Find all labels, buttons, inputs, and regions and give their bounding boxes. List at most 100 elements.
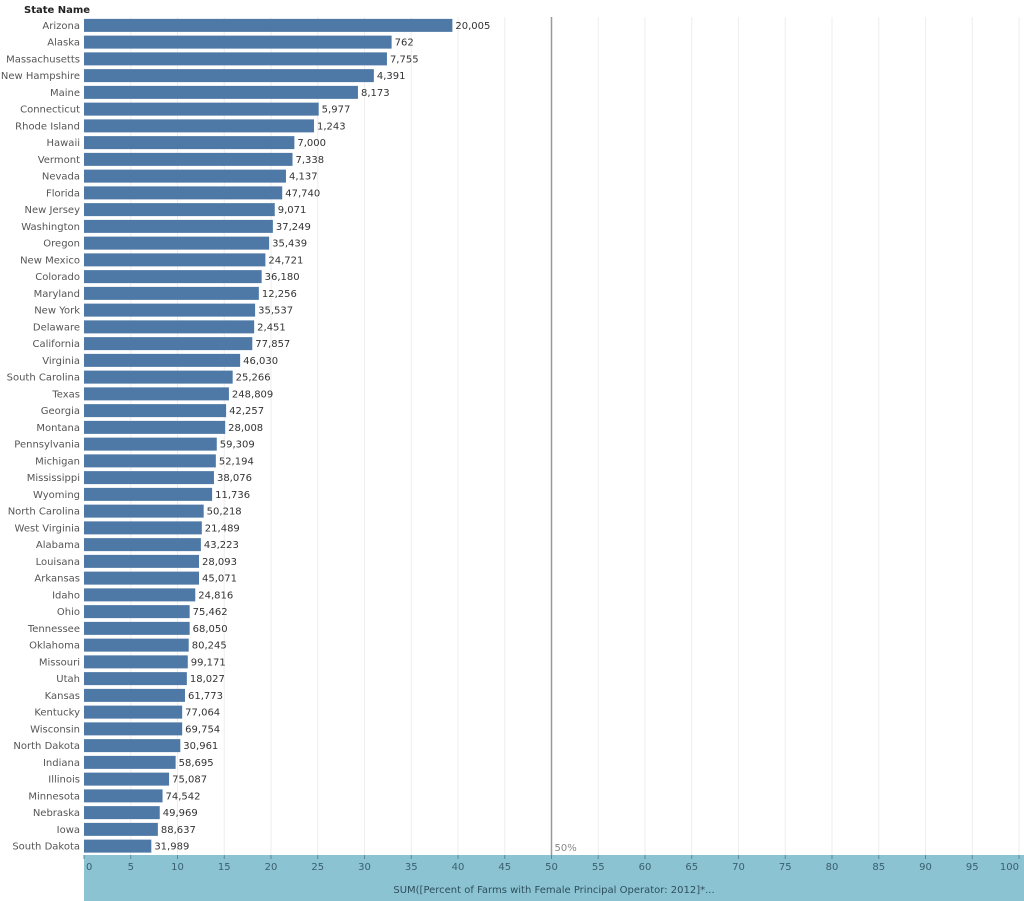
bar-value-label: 80,245: [192, 641, 227, 652]
bar-row: Florida 47,740: [46, 186, 320, 200]
bar[interactable]: [84, 504, 204, 518]
bar-value-label: 30,961: [183, 741, 218, 752]
bar[interactable]: [84, 688, 185, 702]
tick-label: 70: [732, 862, 745, 873]
bar-row: New Hampshire 4,391: [1, 69, 405, 83]
bar[interactable]: [84, 605, 190, 619]
bar[interactable]: [84, 169, 286, 183]
bar[interactable]: [84, 806, 160, 820]
bar-value-label: 61,773: [188, 691, 223, 702]
bar-row: Missouri 99,171: [39, 655, 226, 669]
bar-row: Illinois 75,087: [48, 772, 207, 786]
bar[interactable]: [84, 404, 227, 418]
bar-row: South Dakota 31,989: [12, 839, 189, 853]
bar-row: Kentucky 77,064: [34, 705, 220, 719]
bar-row: North Dakota 30,961: [13, 739, 218, 753]
bar[interactable]: [84, 839, 152, 853]
bar[interactable]: [84, 722, 183, 736]
bar-row: Iowa 88,637: [57, 822, 196, 836]
bar-row: Alaska 762: [47, 35, 414, 49]
bar[interactable]: [84, 320, 255, 334]
bar-row: Nebraska 49,969: [33, 806, 198, 820]
bar-value-label: 43,223: [204, 540, 239, 551]
bar[interactable]: [84, 487, 213, 501]
tick-label: 65: [685, 862, 698, 873]
bar[interactable]: [84, 203, 275, 217]
bar[interactable]: [84, 18, 453, 32]
bar[interactable]: [84, 739, 181, 753]
bar[interactable]: [84, 387, 229, 401]
state-label: North Carolina: [8, 507, 80, 518]
bar[interactable]: [84, 102, 319, 116]
bar[interactable]: [84, 822, 158, 836]
state-label: Kansas: [45, 691, 80, 702]
bar[interactable]: [84, 588, 196, 602]
bar[interactable]: [84, 52, 387, 66]
bar[interactable]: [84, 303, 256, 317]
bar[interactable]: [84, 353, 241, 367]
bar-value-label: 7,000: [297, 138, 326, 149]
bar-row: Wisconsin 69,754: [30, 722, 220, 736]
state-label: Vermont: [38, 155, 80, 166]
bar-value-label: 28,008: [228, 423, 263, 434]
bar[interactable]: [84, 253, 266, 267]
bar-row: Pennsylvania 59,309: [14, 437, 255, 451]
bar-row: Louisana 28,093: [36, 554, 237, 568]
bar[interactable]: [84, 538, 201, 552]
bar[interactable]: [84, 471, 214, 485]
bar[interactable]: [84, 186, 283, 200]
bar[interactable]: [84, 337, 253, 351]
state-label: Delaware: [33, 322, 80, 333]
bar[interactable]: [84, 219, 273, 233]
bar[interactable]: [84, 789, 163, 803]
bar[interactable]: [84, 571, 200, 585]
bar-value-label: 59,309: [220, 440, 255, 451]
state-label: Massachusetts: [6, 54, 80, 65]
tick-label: 55: [592, 862, 605, 873]
state-label: Maryland: [34, 289, 80, 300]
bar[interactable]: [84, 672, 187, 686]
bar-value-label: 20,005: [455, 21, 490, 32]
bar[interactable]: [84, 554, 200, 568]
bar[interactable]: [84, 136, 295, 150]
bar[interactable]: [84, 437, 217, 451]
state-label: Arkansas: [34, 574, 80, 585]
tick-label: 40: [452, 862, 465, 873]
bar-value-label: 99,171: [191, 657, 226, 668]
bar-row: New York 35,537: [34, 303, 293, 317]
bar-row: Washington 37,249: [21, 219, 311, 233]
state-label: Tennessee: [27, 624, 80, 635]
bar[interactable]: [84, 705, 183, 719]
bar[interactable]: [84, 286, 259, 300]
bar-value-label: 12,256: [262, 289, 297, 300]
bar-value-label: 68,050: [193, 624, 228, 635]
bar[interactable]: [84, 69, 374, 83]
tick-label: 35: [405, 862, 418, 873]
state-label: Maine: [50, 88, 80, 99]
grid-lines: [130, 17, 1020, 855]
state-label: Washington: [21, 222, 80, 233]
bar[interactable]: [84, 655, 188, 669]
bar-row: Maryland 12,256: [34, 286, 297, 300]
bar[interactable]: [84, 521, 202, 535]
state-label: Idaho: [52, 590, 80, 601]
bar[interactable]: [84, 236, 270, 250]
bar[interactable]: [84, 621, 190, 635]
bar[interactable]: [84, 454, 216, 468]
bar-value-label: 75,087: [172, 775, 207, 786]
bar[interactable]: [84, 35, 392, 49]
bar[interactable]: [84, 119, 315, 133]
bar[interactable]: [84, 755, 176, 769]
bar[interactable]: [84, 420, 226, 434]
bar-row: Arizona 20,005: [42, 18, 490, 32]
bar[interactable]: [84, 152, 293, 166]
bar-value-label: 4,137: [289, 172, 318, 183]
bar[interactable]: [84, 772, 170, 786]
state-label: New York: [34, 306, 80, 317]
bar[interactable]: [84, 85, 358, 99]
bar-value-label: 88,637: [161, 825, 196, 836]
bar[interactable]: [84, 270, 262, 284]
bar[interactable]: [84, 638, 189, 652]
state-label: Wisconsin: [30, 724, 80, 735]
bar[interactable]: [84, 370, 233, 384]
